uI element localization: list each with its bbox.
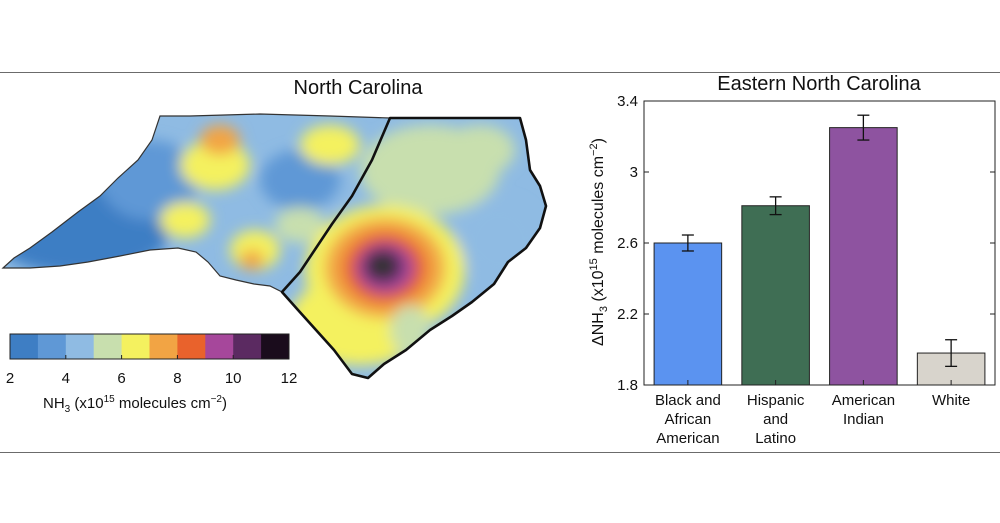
y-tick-label: 1.8 [617,377,638,394]
x-tick-label: American Indian [832,392,895,428]
colorbar-swatch [10,334,39,359]
colorbar-swatch [65,334,95,359]
colorbar-tick-label: 6 [117,370,125,387]
bar [653,242,723,386]
top-rule [0,72,1000,73]
colorbar-swatch [37,334,67,359]
bottom-rule [0,452,1000,453]
bar-chart: 1.8 2.2 2.6 3 3.4 Black and African American His… [617,93,996,447]
colorbar-tick-label: 4 [62,370,70,387]
x-tick-label: Hispanic and Latino [747,392,805,447]
colorbar-swatch [261,334,290,359]
bar [741,205,810,386]
x-tick-label: White [932,392,970,409]
y-tick-label: 3.4 [617,93,638,110]
colorbar-label: NH3 (x1015 molecules cm−2) [43,394,227,415]
colorbar-swatch [121,334,150,359]
map-concentration-field [3,125,540,365]
north-carolina-map [3,114,546,378]
map-title: North Carolina [294,77,424,99]
y-axis-label: ΔNH3 (x1015 molecules cm−2) [588,138,610,346]
y-tick-label: 3 [630,164,638,181]
y-tick-label: 2.6 [617,235,638,252]
colorbar: 2 4 6 8 10 12 [6,333,298,387]
colorbar-tick-label: 10 [225,370,242,387]
colorbar-tick-label: 8 [173,370,181,387]
bar [829,127,898,386]
x-tick-label: Black and African American [655,392,721,447]
colorbar-swatch [205,334,234,359]
colorbar-border [9,333,290,360]
colorbar-swatch [233,334,262,359]
colorbar-tick-label: 2 [6,370,14,387]
colorbar-tick-label: 12 [281,370,298,387]
colorbar-swatch [177,334,206,359]
y-tick-label: 2.2 [617,306,638,323]
colorbar-swatch [149,334,178,359]
chart-title: Eastern North Carolina [717,73,921,95]
eastern-region-outline [280,116,548,380]
colorbar-swatch [93,334,123,359]
